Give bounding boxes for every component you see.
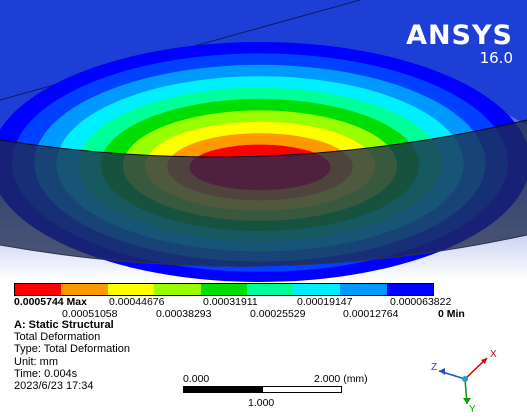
legend-label-4: 0.00025529 [250,308,306,320]
legend-swatch [107,284,155,295]
result-type: Type: Total Deformation [14,343,130,356]
legend-color-bar [14,283,434,296]
scale-bar-empty [262,386,342,393]
result-date: 2023/6/23 17:34 [14,380,94,393]
legend-swatch [200,284,248,295]
triad-y-label: Y [469,404,476,414]
legend-swatch [15,284,62,295]
triad-z-label: Z [431,362,437,373]
legend-max-label: 0.0005744 Max [14,296,87,308]
triad-z-arrow [439,368,445,375]
logo-brand: ANSYS [406,20,513,51]
legend-label-2: 0.00038293 [156,308,212,320]
triad-y-arrow [463,398,471,404]
scale-mid-label: 1.000 [248,397,275,409]
legend-swatch [61,284,108,295]
legend-label-6: 0.00012764 [343,308,399,320]
analysis-title: A: Static Structural [14,319,114,331]
legend-swatch [154,284,201,295]
legend-label-5: 0.00019147 [297,296,353,308]
legend-label-3: 0.00031911 [203,296,258,308]
triad-origin [462,376,468,382]
result-unit: Unit: mm [14,355,58,368]
scale-bar-filled [183,386,263,393]
scale-right-label: 2.000 (mm) [314,373,368,385]
bottom-edge [0,234,527,267]
contour-legend[interactable]: 0.0005744 Max 0.00044676 0.00031911 0.00… [14,283,514,320]
coordinate-triad[interactable]: X Y Z [425,344,505,414]
ansys-logo: ANSYS 16.0 [406,22,513,66]
body-region-bottom [0,120,527,267]
scale-left-label: 0.000 [183,373,210,385]
legend-swatch [247,284,294,295]
body-region-top [0,0,527,140]
triad-x-arrow [481,358,487,364]
legend-swatch [293,284,341,295]
legend-label-1: 0.00044676 [109,296,165,308]
result-info-block: A: Static Structural Total Deformation T… [14,319,130,392]
legend-min-label: 0 Min [438,308,465,320]
legend-swatch [386,284,433,295]
result-name: Total Deformation [14,331,101,344]
section-edge [0,119,527,158]
logo-version: 16.0 [479,49,513,67]
triad-x-label: X [490,349,497,360]
result-time: Time: 0.004s [14,367,78,380]
legend-swatch [340,284,387,295]
legend-label-7: 0.000063822 [390,296,452,308]
legend-label-0: 0.00051058 [62,308,118,320]
